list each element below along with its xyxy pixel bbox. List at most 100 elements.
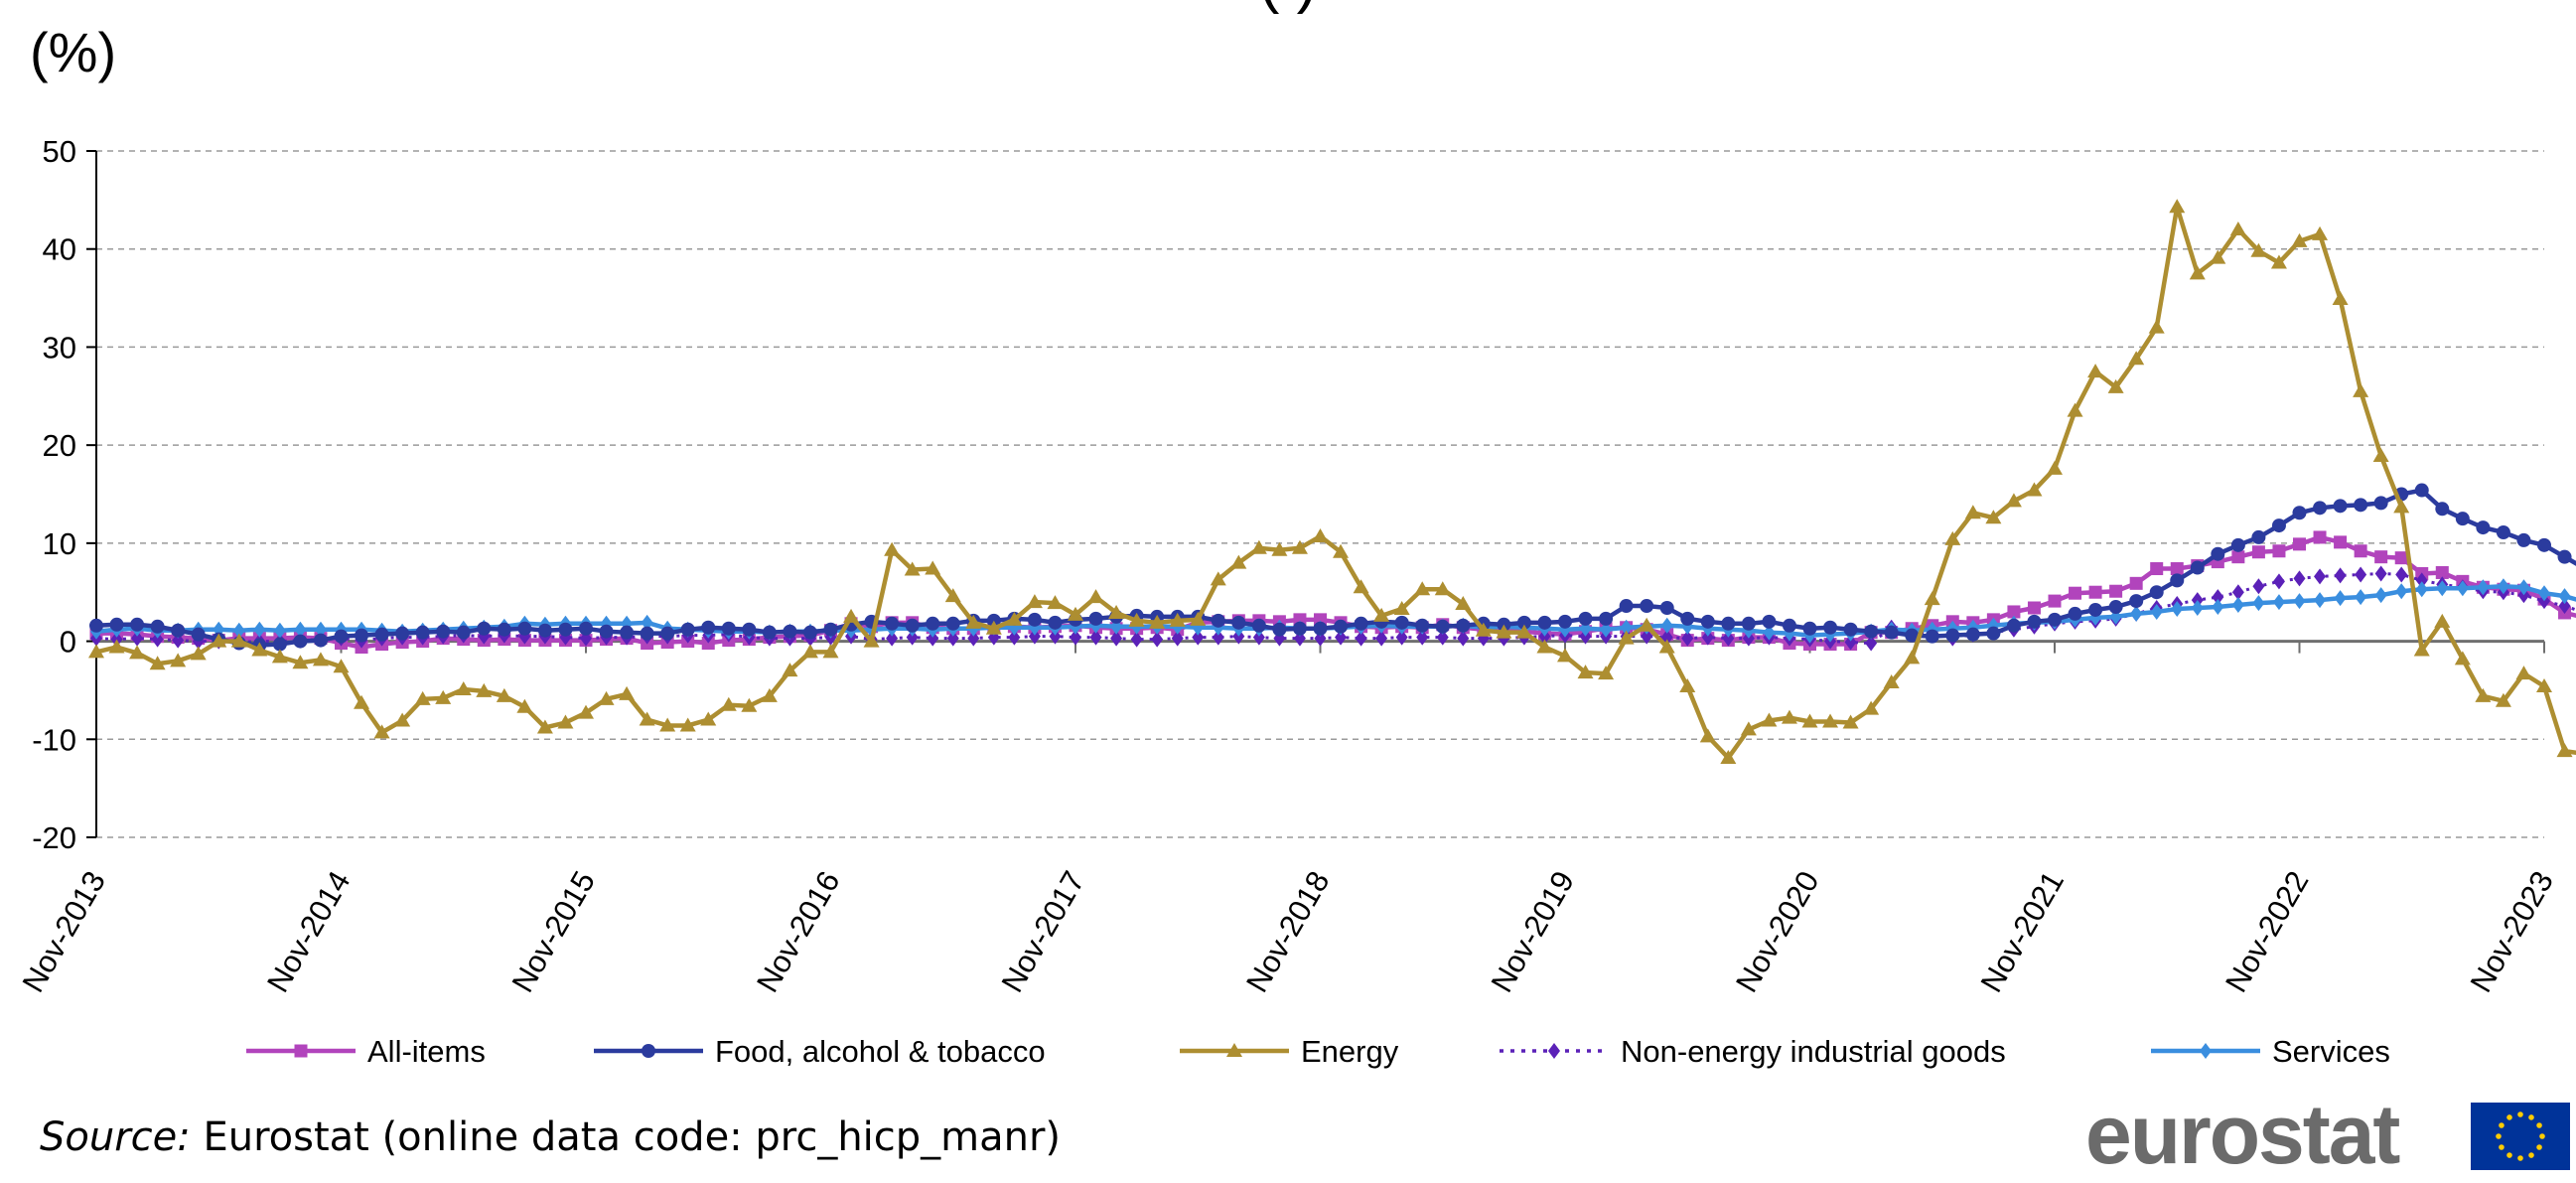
series-1-point-93 <box>1986 627 2000 641</box>
series-4-point-106 <box>2252 595 2264 611</box>
series-1-point-11 <box>314 634 328 648</box>
series-2-point-112 <box>2373 448 2389 462</box>
series-1-point-111 <box>2354 498 2367 512</box>
source-note: Source: Eurostat (online data code: prc_… <box>40 1114 1061 1160</box>
series-1-point-56 <box>1231 616 1245 630</box>
x-tick-label-7: Nov-2020 <box>1729 865 1826 998</box>
series-1-point-25 <box>600 625 614 639</box>
series-1-point-26 <box>620 626 634 640</box>
legend-item-2: Energy <box>1180 1034 1399 1069</box>
series-1-point-31 <box>722 622 736 636</box>
source-lead: Source: <box>40 1114 191 1160</box>
series-1-point-115 <box>2435 502 2449 516</box>
legend-label-1: Food, alcohol & tobacco <box>715 1034 1046 1069</box>
series-1-point-57 <box>1252 619 1266 633</box>
y-tick-label-6: 40 <box>43 232 76 267</box>
series-1-point-19 <box>477 622 491 636</box>
series-1-point-109 <box>2313 501 2327 515</box>
legend-marker-3 <box>1548 1043 1560 1059</box>
series-1-point-15 <box>395 627 409 641</box>
series-1-point-27 <box>641 627 654 641</box>
series-1-point-121 <box>2558 550 2572 564</box>
series-1-point-13 <box>355 629 368 643</box>
series-1-point-34 <box>783 625 796 639</box>
series-1-point-108 <box>2293 506 2307 519</box>
series-4-point-111 <box>2355 589 2366 605</box>
series-1-point-3 <box>151 620 165 634</box>
x-tick-label-10: Nov-2023 <box>2464 865 2561 998</box>
series-1-point-23 <box>558 623 572 637</box>
series-2-point-102 <box>2169 199 2185 213</box>
chart-gridlines <box>96 151 2544 837</box>
series-1-point-47 <box>1048 616 1062 630</box>
series-1-point-62 <box>1355 617 1368 631</box>
legend-marker-4 <box>2200 1043 2212 1059</box>
series-1-point-21 <box>517 622 531 636</box>
series-3-point-113 <box>2395 566 2407 582</box>
series-2-line <box>96 207 2576 758</box>
series-0-point-107 <box>2272 544 2285 557</box>
legend-label-2: Energy <box>1301 1034 1399 1069</box>
series-1-point-94 <box>2007 619 2021 633</box>
series-1-point-71 <box>1537 616 1551 630</box>
flag-star-8 <box>2499 1144 2504 1150</box>
series-1-point-82 <box>1762 615 1776 629</box>
series-1-point-66 <box>1436 620 1450 634</box>
series-1-point-100 <box>2129 594 2143 608</box>
series-4-point-114 <box>2416 581 2428 597</box>
series-1-point-107 <box>2272 518 2286 532</box>
series-3-point-111 <box>2355 566 2366 582</box>
series-1-point-104 <box>2211 547 2224 561</box>
series-4-point-100 <box>2130 606 2142 622</box>
y-tick-label-1: -10 <box>32 722 76 757</box>
series-3-point-108 <box>2294 570 2306 586</box>
series-2-point-37 <box>843 609 859 623</box>
series-3-point-107 <box>2273 573 2285 589</box>
series-1-point-75 <box>1620 599 1634 613</box>
series-0-point-108 <box>2293 537 2306 550</box>
series-2-point-96 <box>2047 461 2063 475</box>
series-1-point-29 <box>681 623 695 637</box>
series-1-point-74 <box>1599 612 1613 626</box>
flag-star-11 <box>2506 1114 2512 1120</box>
series-0-point-109 <box>2314 530 2327 543</box>
series-1-point-88 <box>1885 626 1899 640</box>
flag-star-2 <box>2536 1122 2542 1128</box>
series-1-point-116 <box>2456 512 2470 525</box>
x-tick-label-2: Nov-2015 <box>505 865 603 998</box>
series-1-point-78 <box>1680 612 1694 626</box>
series-2-point-113 <box>2393 499 2409 513</box>
x-tick-label-4: Nov-2017 <box>995 865 1092 998</box>
series-3-point-109 <box>2314 568 2326 584</box>
flag-star-4 <box>2536 1144 2542 1150</box>
flag-star-5 <box>2528 1152 2534 1158</box>
series-1-point-42 <box>946 617 960 631</box>
y-tick-label-4: 20 <box>43 428 76 463</box>
series-1-point-84 <box>1803 622 1817 636</box>
series-1-point-1 <box>110 618 124 632</box>
y-tick-label-2: 0 <box>60 625 76 660</box>
series-1-point-58 <box>1272 623 1286 637</box>
series-1-point-12 <box>335 630 349 644</box>
flag-star-0 <box>2517 1111 2523 1117</box>
series-1-point-59 <box>1293 622 1307 636</box>
series-1-point-35 <box>803 626 817 640</box>
series-1-point-40 <box>906 619 920 633</box>
series-1-point-67 <box>1456 619 1470 633</box>
series-1-point-85 <box>1823 621 1837 635</box>
x-tick-label-6: Nov-2019 <box>1485 865 1582 998</box>
series-1-point-39 <box>885 617 899 631</box>
legend-marker-1 <box>642 1044 655 1058</box>
series-0-point-102 <box>2171 562 2184 575</box>
series-2-point-26 <box>619 686 635 700</box>
y-tick-label-5: 30 <box>43 330 76 365</box>
series-0-point-95 <box>2028 602 2041 615</box>
series-2-point-110 <box>2333 291 2349 305</box>
series-4-point-104 <box>2212 599 2223 615</box>
series-1-point-98 <box>2088 603 2102 617</box>
series-1-point-5 <box>192 628 206 642</box>
series-2-point-111 <box>2353 383 2368 397</box>
series-1-point-105 <box>2231 538 2245 552</box>
